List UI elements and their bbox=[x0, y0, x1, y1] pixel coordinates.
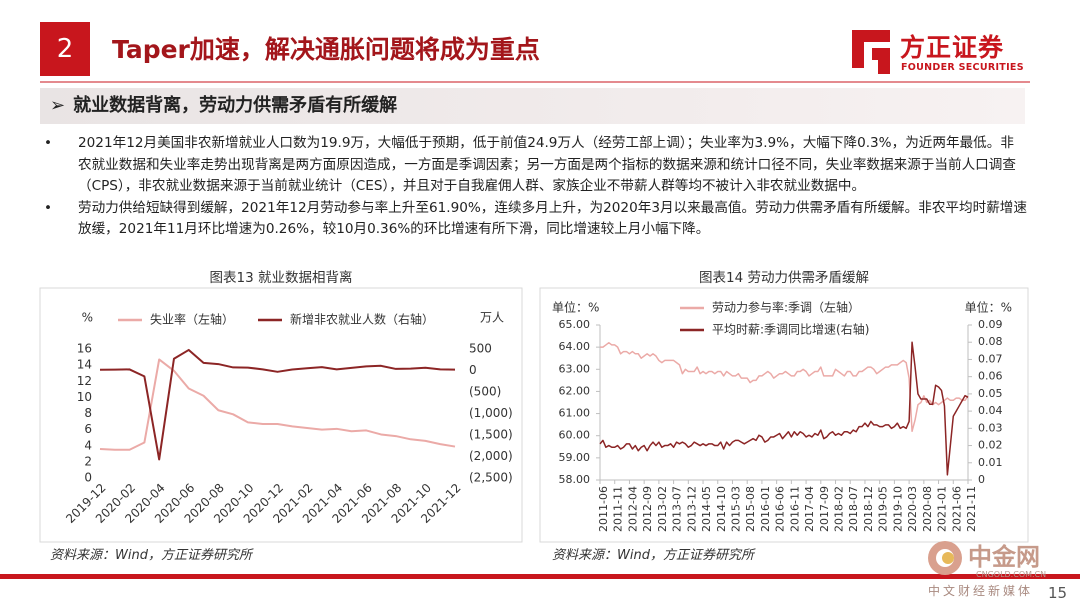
logo-name: 方正证券 bbox=[900, 33, 1005, 62]
y2-tick-label: (1,500) bbox=[469, 428, 513, 442]
x-tick-label: 2013-07 bbox=[671, 486, 684, 532]
y-tick-label: 65.00 bbox=[559, 318, 591, 331]
x-tick-label: 2021-11 bbox=[965, 486, 978, 532]
x-tick-label: 2020-03 bbox=[906, 486, 919, 532]
chart-title: 图表14 劳动力供需矛盾缓解 bbox=[699, 270, 869, 286]
y2-tick-label: 0.05 bbox=[978, 387, 1003, 400]
slide-title: Taper加速，解决通胀问题将成为重点 bbox=[112, 35, 540, 64]
y-tick-label: 60.00 bbox=[559, 429, 591, 442]
x-tick-label: 2018-12 bbox=[862, 486, 875, 532]
series-line bbox=[99, 358, 456, 451]
x-tick-label: 2012-04 bbox=[626, 486, 639, 532]
x-tick-label: 2015-03 bbox=[729, 486, 742, 532]
y2-tick-label: 0 bbox=[469, 363, 477, 377]
y-tick-label: 12 bbox=[77, 374, 92, 388]
x-tick-label: 2016-06 bbox=[774, 486, 787, 532]
watermark-site: CNGOLD.COM.CN bbox=[976, 570, 1047, 579]
watermark-tagline: 中文财经新媒体 bbox=[928, 584, 1034, 598]
subheader-band: ➢ 就业数据背离，劳动力供需矛盾有所缓解 bbox=[40, 88, 1025, 124]
x-tick-label: 2017-04 bbox=[803, 486, 816, 532]
y2-tick-label: 0.09 bbox=[978, 318, 1003, 331]
y2-tick-label: 0 bbox=[978, 473, 985, 486]
y2-tick-label: 500 bbox=[469, 342, 492, 356]
x-tick-label: 2021-01 bbox=[936, 486, 949, 532]
y2-tick-label: (1,000) bbox=[469, 406, 513, 420]
y-tick-label: 16 bbox=[77, 342, 92, 356]
x-tick-label: 2014-10 bbox=[715, 486, 728, 532]
y-tick-label: 2 bbox=[84, 454, 92, 468]
y2-tick-label: 0.04 bbox=[978, 404, 1003, 417]
x-tick-label: 2019-10 bbox=[891, 486, 904, 532]
legend-label: 失业率（左轴） bbox=[150, 312, 234, 327]
footer-bar bbox=[0, 574, 1080, 579]
x-tick-label: 2016-11 bbox=[788, 486, 801, 532]
x-tick-label: 2016-01 bbox=[759, 486, 772, 532]
y-tick-label: 4 bbox=[84, 438, 92, 452]
source: 资料来源：Wind，方正证券研究所 bbox=[552, 548, 754, 563]
x-tick-label: 2012-09 bbox=[641, 486, 654, 532]
x-tick-label: 2011-11 bbox=[612, 486, 625, 532]
legend-label: 新增非农就业人数（右轴） bbox=[290, 312, 434, 327]
bullet-list: 2021年12月美国非农新增就业人口数为19.9万，大幅低于预期，低于前值24.… bbox=[42, 133, 1027, 241]
chart-frame bbox=[39, 287, 523, 543]
legend-label: 平均时薪:季调同比增速(右轴) bbox=[712, 322, 869, 337]
y-axis-unit: % bbox=[82, 311, 93, 325]
y-tick-label: 8 bbox=[84, 406, 92, 420]
source: 资料来源：Wind，方正证券研究所 bbox=[50, 548, 252, 563]
series-line bbox=[599, 341, 969, 476]
y2-tick-label: (2,000) bbox=[469, 449, 513, 463]
y-tick-label: 64.00 bbox=[559, 340, 591, 353]
x-tick-label: 2019-05 bbox=[877, 486, 890, 532]
y-axis-unit: 单位：% bbox=[552, 300, 599, 315]
x-tick-label: 2013-02 bbox=[656, 486, 669, 532]
y2-tick-label: (500) bbox=[469, 385, 501, 399]
page-number: 15 bbox=[1048, 584, 1068, 602]
x-tick-label: 2021-06 bbox=[950, 486, 963, 532]
x-tick-label: 2014-05 bbox=[700, 486, 713, 532]
bullet: 2021年12月美国非农新增就业人口数为19.9万，大幅低于预期，低于前值24.… bbox=[42, 133, 1027, 198]
section-number: 2 bbox=[40, 22, 90, 76]
logo-icon bbox=[852, 30, 890, 74]
y2-tick-label: 0.08 bbox=[978, 335, 1003, 348]
y-tick-label: 61.00 bbox=[559, 407, 591, 420]
x-tick-label: 2011-06 bbox=[597, 486, 610, 532]
y-tick-label: 59.00 bbox=[559, 451, 591, 464]
x-tick-label: 2020-08 bbox=[921, 486, 934, 532]
y-tick-label: 58.00 bbox=[559, 473, 591, 486]
y2-tick-label: (2,500) bbox=[469, 471, 513, 485]
y-tick-label: 0 bbox=[84, 471, 92, 485]
y2-axis-unit: 万人 bbox=[480, 311, 504, 325]
y-tick-label: 62.00 bbox=[559, 384, 591, 397]
x-tick-label: 2017-09 bbox=[818, 486, 831, 532]
chart-title: 图表13 就业数据相背离 bbox=[210, 269, 353, 286]
series-line bbox=[600, 341, 969, 433]
y-tick-label: 63.00 bbox=[559, 362, 591, 375]
watermark-icon bbox=[928, 541, 962, 575]
x-tick-label: 2018-07 bbox=[847, 486, 860, 532]
chart-frame bbox=[539, 287, 1029, 543]
legend-label: 劳动力参与率:季调（左轴） bbox=[712, 300, 860, 315]
y2-tick-label: 0.01 bbox=[978, 456, 1003, 469]
y2-tick-label: 0.06 bbox=[978, 370, 1003, 383]
logo-english: FOUNDER SECURITIES bbox=[901, 62, 1024, 73]
series-line bbox=[99, 348, 456, 461]
y2-tick-label: 0.03 bbox=[978, 421, 1003, 434]
y-tick-label: 10 bbox=[77, 390, 92, 404]
subheader: 就业数据背离，劳动力供需矛盾有所缓解 bbox=[73, 95, 398, 116]
y-tick-label: 14 bbox=[77, 358, 92, 372]
x-tick-label: 2013-12 bbox=[685, 486, 698, 532]
bullet: 劳动力供给短缺得到缓解，2021年12月劳动参与率上升至61.90%，连续多月上… bbox=[42, 198, 1027, 241]
x-tick-label: 2015-08 bbox=[744, 486, 757, 532]
x-tick-label: 2018-02 bbox=[833, 486, 846, 532]
y2-tick-label: 0.02 bbox=[978, 439, 1003, 452]
y-tick-label: 6 bbox=[84, 422, 92, 436]
y2-axis-unit: 单位：% bbox=[965, 300, 1012, 315]
y2-tick-label: 0.07 bbox=[978, 352, 1003, 365]
watermark-name: 中金网 bbox=[968, 543, 1040, 571]
